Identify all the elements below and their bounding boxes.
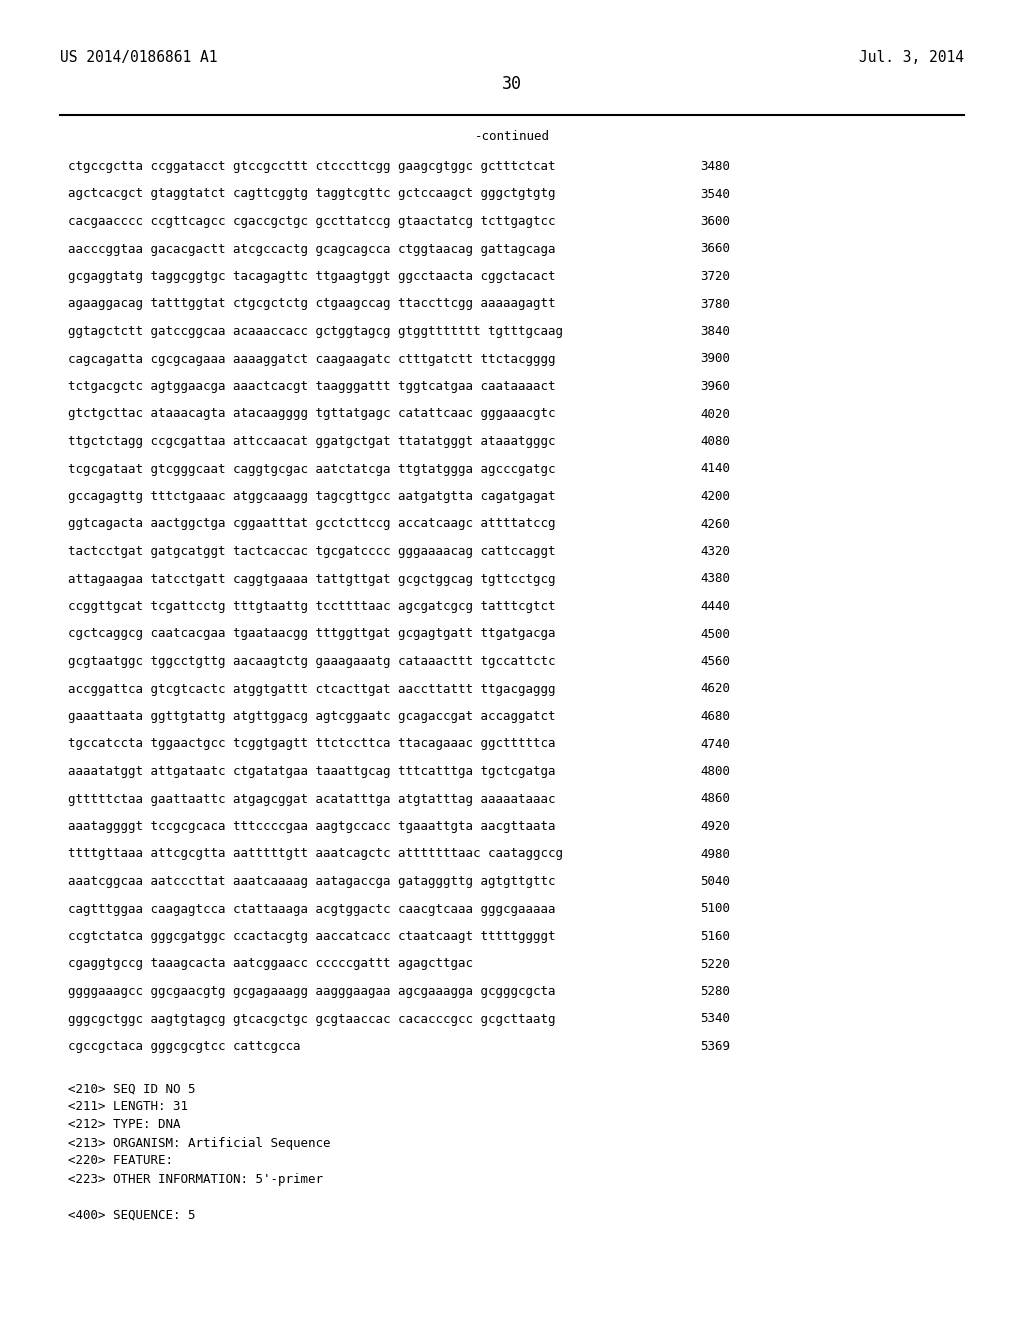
Text: aaataggggt tccgcgcaca tttccccgaa aagtgccacc tgaaattgta aacgttaata: aaataggggt tccgcgcaca tttccccgaa aagtgcc… <box>68 820 555 833</box>
Text: 4680: 4680 <box>700 710 730 723</box>
Text: ccggttgcat tcgattcctg tttgtaattg tccttttaac agcgatcgcg tatttcgtct: ccggttgcat tcgattcctg tttgtaattg tcctttt… <box>68 601 555 612</box>
Text: cagtttggaa caagagtcca ctattaaaga acgtggactc caacgtcaaa gggcgaaaaa: cagtttggaa caagagtcca ctattaaaga acgtgga… <box>68 903 555 916</box>
Text: ctgccgctta ccggatacct gtccgccttt ctcccttcgg gaagcgtggc gctttctcat: ctgccgctta ccggatacct gtccgccttt ctccctt… <box>68 160 555 173</box>
Text: <223> OTHER INFORMATION: 5'-primer: <223> OTHER INFORMATION: 5'-primer <box>68 1172 323 1185</box>
Text: <212> TYPE: DNA: <212> TYPE: DNA <box>68 1118 180 1131</box>
Text: aacccggtaa gacacgactt atcgccactg gcagcagcca ctggtaacag gattagcaga: aacccggtaa gacacgactt atcgccactg gcagcag… <box>68 243 555 256</box>
Text: tgccatccta tggaactgcc tcggtgagtt ttctccttca ttacagaaac ggctttttca: tgccatccta tggaactgcc tcggtgagtt ttctcct… <box>68 738 555 751</box>
Text: 30: 30 <box>502 75 522 92</box>
Text: aaatcggcaa aatcccttat aaatcaaaag aatagaccga gatagggttg agtgttgttc: aaatcggcaa aatcccttat aaatcaaaag aatagac… <box>68 875 555 888</box>
Text: agaaggacag tatttggtat ctgcgctctg ctgaagccag ttaccttcgg aaaaagagtt: agaaggacag tatttggtat ctgcgctctg ctgaagc… <box>68 297 555 310</box>
Text: 5340: 5340 <box>700 1012 730 1026</box>
Text: 4080: 4080 <box>700 436 730 447</box>
Text: 4860: 4860 <box>700 792 730 805</box>
Text: gaaattaata ggttgtattg atgttggacg agtcggaatc gcagaccgat accaggatct: gaaattaata ggttgtattg atgttggacg agtcgga… <box>68 710 555 723</box>
Text: tctgacgctc agtggaacga aaactcacgt taagggattt tggtcatgaa caataaaact: tctgacgctc agtggaacga aaactcacgt taaggga… <box>68 380 555 393</box>
Text: cgctcaggcg caatcacgaa tgaataacgg tttggttgat gcgagtgatt ttgatgacga: cgctcaggcg caatcacgaa tgaataacgg tttggtt… <box>68 627 555 640</box>
Text: US 2014/0186861 A1: US 2014/0186861 A1 <box>60 50 217 65</box>
Text: gtctgcttac ataaacagta atacaagggg tgttatgagc catattcaac gggaaacgtc: gtctgcttac ataaacagta atacaagggg tgttatg… <box>68 408 555 421</box>
Text: 4320: 4320 <box>700 545 730 558</box>
Text: 3720: 3720 <box>700 271 730 282</box>
Text: 4260: 4260 <box>700 517 730 531</box>
Text: ttttgttaaa attcgcgtta aatttttgtt aaatcagctc atttttttaac caataggccg: ttttgttaaa attcgcgtta aatttttgtt aaatcag… <box>68 847 563 861</box>
Text: Jul. 3, 2014: Jul. 3, 2014 <box>859 50 964 65</box>
Text: 3900: 3900 <box>700 352 730 366</box>
Text: <220> FEATURE:: <220> FEATURE: <box>68 1155 173 1167</box>
Text: ccgtctatca gggcgatggc ccactacgtg aaccatcacc ctaatcaagt tttttggggt: ccgtctatca gggcgatggc ccactacgtg aaccatc… <box>68 931 555 942</box>
Text: 3540: 3540 <box>700 187 730 201</box>
Text: cgaggtgccg taaagcacta aatcggaacc cccccgattt agagcttgac: cgaggtgccg taaagcacta aatcggaacc cccccga… <box>68 957 473 970</box>
Text: 5220: 5220 <box>700 957 730 970</box>
Text: 4440: 4440 <box>700 601 730 612</box>
Text: ttgctctagg ccgcgattaa attccaacat ggatgctgat ttatatgggt ataaatgggc: ttgctctagg ccgcgattaa attccaacat ggatgct… <box>68 436 555 447</box>
Text: 3480: 3480 <box>700 160 730 173</box>
Text: gggcgctggc aagtgtagcg gtcacgctgc gcgtaaccac cacacccgcc gcgcttaatg: gggcgctggc aagtgtagcg gtcacgctgc gcgtaac… <box>68 1012 555 1026</box>
Text: tactcctgat gatgcatggt tactcaccac tgcgatcccc gggaaaacag cattccaggt: tactcctgat gatgcatggt tactcaccac tgcgatc… <box>68 545 555 558</box>
Text: ggtagctctt gatccggcaa acaaaccacc gctggtagcg gtggttttttt tgtttgcaag: ggtagctctt gatccggcaa acaaaccacc gctggta… <box>68 325 563 338</box>
Text: tcgcgataat gtcgggcaat caggtgcgac aatctatcga ttgtatggga agcccgatgc: tcgcgataat gtcgggcaat caggtgcgac aatctat… <box>68 462 555 475</box>
Text: attagaagaa tatcctgatt caggtgaaaa tattgttgat gcgctggcag tgttcctgcg: attagaagaa tatcctgatt caggtgaaaa tattgtt… <box>68 573 555 586</box>
Text: accggattca gtcgtcactc atggtgattt ctcacttgat aaccttattt ttgacgaggg: accggattca gtcgtcactc atggtgattt ctcactt… <box>68 682 555 696</box>
Text: gtttttctaa gaattaattc atgagcggat acatatttga atgtatttag aaaaataaac: gtttttctaa gaattaattc atgagcggat acatatt… <box>68 792 555 805</box>
Text: 4620: 4620 <box>700 682 730 696</box>
Text: cgccgctaca gggcgcgtcc cattcgcca: cgccgctaca gggcgcgtcc cattcgcca <box>68 1040 300 1053</box>
Text: 3660: 3660 <box>700 243 730 256</box>
Text: 4560: 4560 <box>700 655 730 668</box>
Text: <211> LENGTH: 31: <211> LENGTH: 31 <box>68 1101 188 1114</box>
Text: 5369: 5369 <box>700 1040 730 1053</box>
Text: aaaatatggt attgataatc ctgatatgaa taaattgcag tttcatttga tgctcgatga: aaaatatggt attgataatc ctgatatgaa taaattg… <box>68 766 555 777</box>
Text: 5040: 5040 <box>700 875 730 888</box>
Text: 4140: 4140 <box>700 462 730 475</box>
Text: 4200: 4200 <box>700 490 730 503</box>
Text: 4020: 4020 <box>700 408 730 421</box>
Text: -continued: -continued <box>474 129 550 143</box>
Text: 4500: 4500 <box>700 627 730 640</box>
Text: 3960: 3960 <box>700 380 730 393</box>
Text: 4380: 4380 <box>700 573 730 586</box>
Text: <210> SEQ ID NO 5: <210> SEQ ID NO 5 <box>68 1082 196 1096</box>
Text: agctcacgct gtaggtatct cagttcggtg taggtcgttc gctccaagct gggctgtgtg: agctcacgct gtaggtatct cagttcggtg taggtcg… <box>68 187 555 201</box>
Text: 5160: 5160 <box>700 931 730 942</box>
Text: <213> ORGANISM: Artificial Sequence: <213> ORGANISM: Artificial Sequence <box>68 1137 331 1150</box>
Text: cagcagatta cgcgcagaaa aaaaggatct caagaagatc ctttgatctt ttctacgggg: cagcagatta cgcgcagaaa aaaaggatct caagaag… <box>68 352 555 366</box>
Text: 5280: 5280 <box>700 985 730 998</box>
Text: cacgaacccc ccgttcagcc cgaccgctgc gccttatccg gtaactatcg tcttgagtcc: cacgaacccc ccgttcagcc cgaccgctgc gccttat… <box>68 215 555 228</box>
Text: 3600: 3600 <box>700 215 730 228</box>
Text: 3780: 3780 <box>700 297 730 310</box>
Text: gcgaggtatg taggcggtgc tacagagttc ttgaagtggt ggcctaacta cggctacact: gcgaggtatg taggcggtgc tacagagttc ttgaagt… <box>68 271 555 282</box>
Text: 4800: 4800 <box>700 766 730 777</box>
Text: 5100: 5100 <box>700 903 730 916</box>
Text: gccagagttg tttctgaaac atggcaaagg tagcgttgcc aatgatgtta cagatgagat: gccagagttg tttctgaaac atggcaaagg tagcgtt… <box>68 490 555 503</box>
Text: 4740: 4740 <box>700 738 730 751</box>
Text: <400> SEQUENCE: 5: <400> SEQUENCE: 5 <box>68 1209 196 1221</box>
Text: 3840: 3840 <box>700 325 730 338</box>
Text: ggtcagacta aactggctga cggaatttat gcctcttccg accatcaagc attttatccg: ggtcagacta aactggctga cggaatttat gcctctt… <box>68 517 555 531</box>
Text: ggggaaagcc ggcgaacgtg gcgagaaagg aagggaagaa agcgaaagga gcgggcgcta: ggggaaagcc ggcgaacgtg gcgagaaagg aagggaa… <box>68 985 555 998</box>
Text: 4920: 4920 <box>700 820 730 833</box>
Text: gcgtaatggc tggcctgttg aacaagtctg gaaagaaatg cataaacttt tgccattctc: gcgtaatggc tggcctgttg aacaagtctg gaaagaa… <box>68 655 555 668</box>
Text: 4980: 4980 <box>700 847 730 861</box>
